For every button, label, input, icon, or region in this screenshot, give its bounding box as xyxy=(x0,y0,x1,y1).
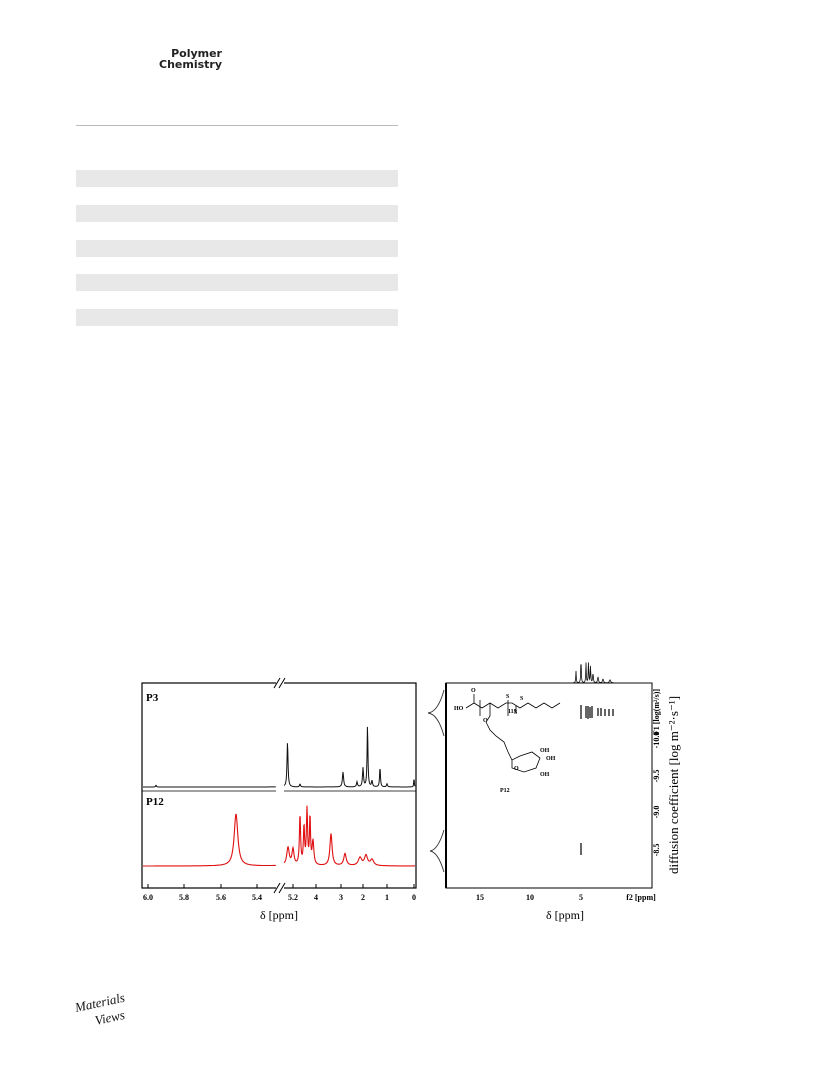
x-tick-label: 10 xyxy=(526,893,534,902)
footer-logo: Materials Views xyxy=(73,990,127,1028)
molecule-label: O xyxy=(483,718,488,724)
x-tick-label: 2 xyxy=(361,893,365,902)
x-tick-label: 5.4 xyxy=(252,893,262,902)
table-row xyxy=(76,170,398,187)
x-tick-label: f2 [ppm] xyxy=(626,893,656,902)
table-row xyxy=(76,309,398,326)
x-axis-label: δ [ppm] xyxy=(546,908,584,922)
y-tick-label: F1 [log(m²/s)] xyxy=(652,689,661,736)
x-tick-label: 5.6 xyxy=(216,893,226,902)
y-axis-label: diffusion coefficient [log m⁻²·s⁻¹] xyxy=(666,696,681,874)
molecule-label: S xyxy=(506,694,510,700)
molecule-label: OH xyxy=(540,748,550,754)
f2-projection xyxy=(560,662,652,684)
table-row xyxy=(76,240,398,257)
molecule-label: P12 xyxy=(500,788,510,794)
table-row xyxy=(76,205,398,222)
table-row xyxy=(76,274,398,291)
table-stripes xyxy=(76,170,398,326)
x-tick-label: 5.2 xyxy=(288,893,298,902)
x-axis-label: δ [ppm] xyxy=(260,908,298,922)
spectrum-label: P12 xyxy=(146,796,164,808)
y-tick-label: -8.5 xyxy=(652,844,661,857)
y-tick-label: -9.5 xyxy=(652,770,661,783)
journal-name: Chemistry xyxy=(159,58,222,71)
y-tick-label: -9.0 xyxy=(652,806,661,819)
molecule-label: OH xyxy=(546,756,556,762)
molecule-label: HO xyxy=(454,706,464,712)
molecule-sketch xyxy=(465,694,561,773)
y-tick-label: -10.0 xyxy=(652,732,661,749)
cross-peaks xyxy=(580,705,614,855)
x-tick-label: 15 xyxy=(476,893,484,902)
x-tick-label: 3 xyxy=(339,893,343,902)
break-mark xyxy=(273,677,286,894)
x-tick-label: 5.8 xyxy=(179,893,189,902)
spectrum-p12 xyxy=(143,805,415,867)
x-tick-label: 0 xyxy=(412,893,416,902)
spectrum-p3 xyxy=(143,726,416,788)
molecule-label: O xyxy=(514,766,519,772)
dosy-frame xyxy=(445,682,653,889)
x-tick-label: 1 xyxy=(385,893,389,902)
molecule-label: S xyxy=(520,696,524,702)
spectrum-label: P3 xyxy=(146,692,159,704)
logo-text: Views xyxy=(94,1007,127,1028)
molecule-label: OH xyxy=(540,772,550,778)
x-tick-label: 6.0 xyxy=(143,893,153,902)
f1-projection xyxy=(427,689,445,873)
molecule-label: S xyxy=(514,710,518,716)
molecule-label: O xyxy=(471,688,476,694)
axis-break xyxy=(276,678,284,893)
journal-name: Polymer xyxy=(171,47,222,60)
x-tick-label: 5 xyxy=(579,893,583,902)
molecule-label: 115 xyxy=(508,709,517,715)
x-tick-label: 4 xyxy=(314,893,318,902)
